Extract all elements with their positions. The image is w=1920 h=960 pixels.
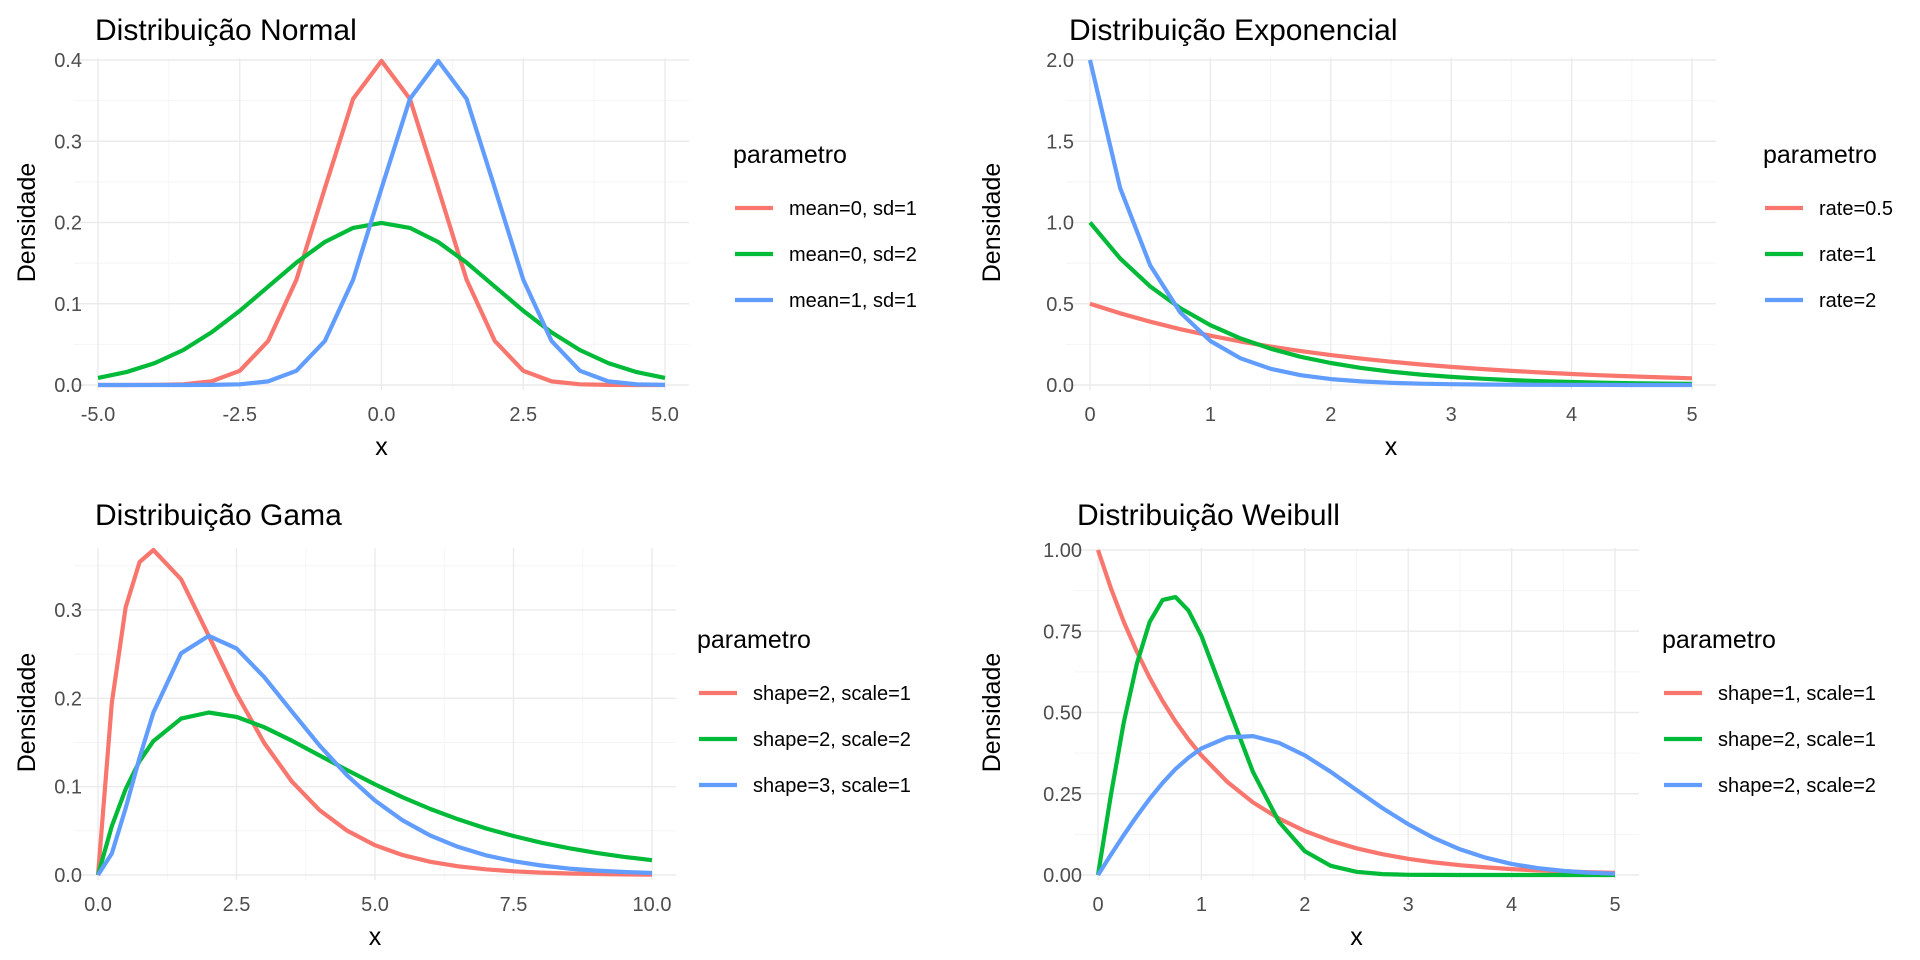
legend-label-1: mean=0, sd=1	[789, 198, 917, 220]
chart-panel-3: 0.0 2.5 5.0 7.5 10.0 0.0 0.1 0.2 0.3 x Densidade Di…	[13, 499, 911, 951]
chart-title: Distribuição Exponencial	[1069, 14, 1398, 47]
chart-panel-4: 0 1 2 3 4 5 0.00 0.25 0.50 0.75 1.00 x Densidade Dist…	[978, 499, 1876, 951]
legend-label-2: shape=2, scale=1	[1718, 729, 1876, 751]
legend-label-2: mean=0, sd=2	[789, 244, 917, 266]
chart-title: Distribuição Normal	[95, 14, 357, 47]
y-tick-label: 0.0	[1046, 375, 1074, 397]
y-tick-label: 0.1	[54, 777, 82, 799]
legend-title: parametro	[697, 626, 811, 654]
y-axis-title: Densidade	[978, 653, 1006, 773]
legend-title: parametro	[733, 141, 847, 169]
x-axis-title: x	[369, 923, 382, 951]
y-tick-label: 0.50	[1043, 703, 1082, 725]
series-line-2	[1095, 594, 1615, 878]
legend-title: parametro	[1763, 141, 1877, 169]
x-tick-label: 5.0	[651, 404, 679, 426]
x-axis-title: x	[1385, 433, 1398, 461]
series-line-3	[1096, 733, 1616, 877]
series-line-3	[1087, 59, 1692, 388]
legend: parametro shape=1, scale=1 shape=2, scale=…	[1662, 626, 1876, 797]
series-line-1	[1089, 301, 1693, 381]
y-tick-label: 0.75	[1043, 621, 1082, 643]
y-tick-label: 0.3	[54, 131, 82, 153]
chart-title: Distribuição Gama	[95, 499, 342, 532]
x-tick-label: 0.0	[84, 894, 112, 916]
x-tick-label: 5	[1686, 404, 1697, 426]
x-axis-title: x	[1350, 923, 1363, 951]
chart-title: Distribuição Weibull	[1077, 499, 1340, 532]
series-line-2	[1088, 221, 1693, 386]
y-tick-label: 0.2	[54, 213, 82, 235]
y-tick-label: 1.0	[1046, 213, 1074, 235]
y-tick-label: 0.5	[1046, 294, 1074, 316]
x-tick-label: 10.0	[633, 894, 672, 916]
x-tick-label: 7.5	[500, 894, 528, 916]
y-tick-label: 0.1	[54, 294, 82, 316]
legend-title: parametro	[1662, 626, 1776, 654]
legend-label-2: rate=1	[1819, 244, 1876, 266]
legend-label-1: rate=0.5	[1819, 198, 1893, 220]
chart-panel-2: 0 1 2 3 4 5 0.0 0.5 1.0 1.5 2.0 x Densidade Distribui…	[978, 14, 1893, 461]
legend: parametro mean=0, sd=1 mean=0, sd=2 mean=1,…	[733, 141, 917, 312]
x-tick-label: 2.5	[223, 894, 251, 916]
y-tick-label: 0.4	[54, 50, 82, 72]
y-tick-label: 0.2	[54, 688, 82, 710]
y-axis-title: Densidade	[13, 163, 41, 283]
series-line-3	[98, 58, 666, 388]
y-tick-label: 1.5	[1046, 131, 1074, 153]
y-tick-label: 2.0	[1046, 50, 1074, 72]
legend-label-2: shape=2, scale=2	[753, 729, 911, 751]
series-line-2	[95, 710, 653, 876]
x-tick-label: 0	[1084, 404, 1095, 426]
x-tick-label: 3	[1446, 404, 1457, 426]
y-tick-label: 0.00	[1043, 865, 1082, 887]
x-tick-label: 4	[1506, 894, 1517, 916]
x-tick-label: 0.0	[368, 404, 396, 426]
chart-panel-1: -5.0 -2.5 0.0 2.5 5.0 0.0 0.1 0.2 0.3 0.4 x Densida…	[13, 14, 917, 461]
x-tick-label: -5.0	[81, 404, 115, 426]
series-line-1	[1096, 549, 1616, 875]
y-axis-title: Densidade	[13, 653, 41, 773]
x-tick-label: 4	[1566, 404, 1577, 426]
series-line-3	[96, 633, 653, 877]
legend-label-3: shape=3, scale=1	[753, 775, 911, 797]
y-tick-label: 0.0	[54, 865, 82, 887]
series-line-2	[97, 220, 666, 380]
x-tick-label: -2.5	[223, 404, 257, 426]
legend: parametro rate=0.5 rate=1 rate=2	[1763, 141, 1893, 312]
y-tick-label: 0.3	[54, 600, 82, 622]
x-tick-label: 2.5	[509, 404, 537, 426]
series-line-1	[95, 547, 653, 877]
legend-label-1: shape=1, scale=1	[1718, 683, 1876, 705]
legend-label-3: mean=1, sd=1	[789, 290, 917, 312]
y-axis-title: Densidade	[978, 163, 1006, 283]
legend-label-3: rate=2	[1819, 290, 1876, 312]
x-tick-label: 2	[1299, 894, 1310, 916]
y-tick-label: 1.00	[1043, 540, 1082, 562]
x-axis-title: x	[375, 433, 388, 461]
x-tick-label: 5	[1609, 894, 1620, 916]
x-tick-label: 1	[1205, 404, 1216, 426]
x-tick-label: 0	[1092, 894, 1103, 916]
x-tick-label: 2	[1325, 404, 1336, 426]
legend: parametro shape=2, scale=1 shape=2, scale=…	[697, 626, 911, 797]
legend-label-1: shape=2, scale=1	[753, 683, 911, 705]
x-tick-label: 5.0	[361, 894, 389, 916]
legend-label-3: shape=2, scale=2	[1718, 775, 1876, 797]
x-tick-label: 1	[1196, 894, 1207, 916]
y-tick-label: 0.25	[1043, 784, 1082, 806]
x-tick-label: 3	[1403, 894, 1414, 916]
y-tick-label: 0.0	[54, 375, 82, 397]
